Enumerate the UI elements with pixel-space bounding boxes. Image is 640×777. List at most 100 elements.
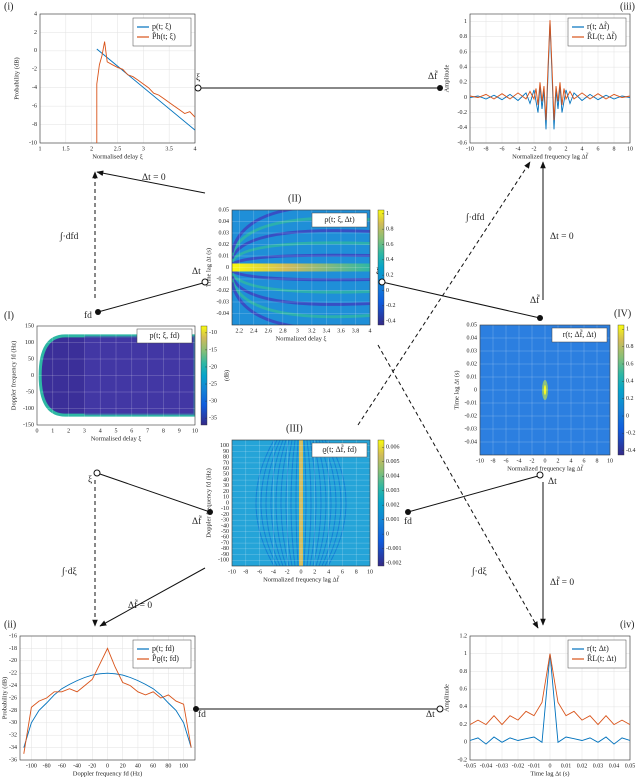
- x-tick-label: 0.01: [561, 763, 572, 769]
- node: [537, 315, 543, 321]
- axes-frame: [19, 635, 196, 761]
- x-tick-label: 1.5: [62, 146, 70, 152]
- y-tick-label: -50: [221, 529, 229, 535]
- colorbar-tick-label: -35: [209, 416, 217, 422]
- x-tick-label: 3.6: [337, 328, 345, 334]
- panel-label: (IV): [614, 308, 631, 319]
- node: [93, 469, 101, 477]
- y-tick-label: 1: [464, 19, 467, 25]
- x-tick-label: 4: [581, 146, 584, 152]
- edge-label: Δt = 0: [142, 173, 166, 183]
- panel-label: (iv): [620, 619, 634, 630]
- edge-label: Δt: [426, 710, 435, 720]
- arrow: [99, 567, 206, 627]
- x-tick-label: 100: [179, 763, 188, 769]
- heatmap-ridge: [255, 440, 275, 566]
- chart: 1 1.5 2 2.5 3 3.5 4 -10 -8 -6 -4 -2 0 2 4 Normalised de…: [13, 11, 196, 160]
- x-tick-label: -10: [466, 146, 474, 152]
- connector: [96, 472, 211, 513]
- edge-label: ∫·dfd: [465, 212, 485, 223]
- colorbar-tick-label: -15: [209, 347, 217, 353]
- lines: [96, 41, 195, 143]
- y-tick-label: -90: [221, 552, 229, 558]
- x-tick-label: 8: [596, 458, 599, 464]
- heatmap-ridge: [270, 440, 284, 566]
- x-tick-label: 0.05: [625, 763, 636, 769]
- y-tick-label: -18: [9, 646, 17, 652]
- arrow: [377, 344, 539, 629]
- x-tick-label: -8: [243, 569, 248, 575]
- y-tick-label: 0.01: [467, 374, 478, 380]
- y-tick-label: -4: [32, 85, 37, 91]
- legend-box: [132, 17, 192, 47]
- node: [405, 509, 411, 515]
- panel-labels: (i) (iii) (II) (I) (IV) (III) (ii) (iv): [4, 1, 635, 630]
- y-tick-label: 70: [223, 460, 229, 466]
- colorbar-tick-label: -30: [209, 398, 217, 404]
- x-tick-label: -4: [271, 569, 276, 575]
- colorbar-tick-label: 0: [626, 413, 629, 419]
- lines: [23, 647, 192, 754]
- edge-label: Δf̃ = 0: [550, 575, 574, 588]
- y-tick-label: -0.2: [458, 757, 468, 763]
- y-tick-label: 0: [34, 48, 37, 54]
- x-tick-label: 2: [313, 569, 316, 575]
- y-tick-label: 150: [25, 323, 34, 329]
- panel-label: (ii): [4, 619, 16, 630]
- x-tick-label: 0: [300, 569, 303, 575]
- colorbar-tick-label: 0.004: [386, 474, 400, 480]
- x-tick-label: -80: [43, 763, 51, 769]
- x-tick-label: -2: [532, 146, 537, 152]
- y-tick-label: 0.01: [219, 253, 230, 259]
- edge-label: Δf̃ = 0: [128, 598, 152, 611]
- connector: [97, 282, 204, 313]
- heatmap-ridge: [232, 272, 370, 294]
- y-tick-label: -70: [221, 540, 229, 546]
- x-tick-label: -6: [504, 458, 509, 464]
- x-tick-label: -4: [516, 146, 521, 152]
- node: [378, 278, 386, 286]
- heatmap-ridge: [303, 440, 307, 566]
- x-tick-label: 0: [36, 428, 39, 434]
- y-axis-label: Amplitude: [443, 684, 450, 712]
- x-tick-label: 4: [327, 569, 330, 575]
- x-tick-label: 4: [99, 428, 102, 434]
- heatmap-ridge: [232, 210, 296, 253]
- x-tick-label: 2.6: [265, 328, 273, 334]
- y-tick-label: 0.02: [219, 242, 230, 248]
- title-box: [551, 327, 608, 343]
- axes-frame: [469, 13, 631, 144]
- x-tick-label: 0: [549, 763, 552, 769]
- y-tick-label: 30: [223, 483, 229, 489]
- x-tick-label: 3.5: [165, 146, 173, 152]
- x-axis-label: Normalized frequency lag Δf̃: [263, 575, 340, 584]
- heatmap-ridge: [295, 440, 299, 566]
- colorbar-tick-label: 0.4: [626, 379, 634, 385]
- colorbar-tick-label: 1: [626, 327, 629, 333]
- chart: -10 -8 -6 -4 -2 0 2 4 6 8 10-100-90-80-70-60-50-40…: [205, 439, 402, 584]
- x-tick-label: 0: [544, 458, 547, 464]
- node: [95, 309, 101, 315]
- x-tick-label: -60: [58, 763, 66, 769]
- y-tick-label: 0: [464, 95, 467, 101]
- y-tick-label: 100: [220, 443, 229, 449]
- line-series: [23, 672, 192, 748]
- y-tick-label: 80: [223, 455, 229, 461]
- y-tick-label: -0.03: [465, 426, 478, 432]
- x-tick-label: 3.2: [308, 328, 316, 334]
- legend-box: [567, 639, 627, 669]
- x-axis-label: Normalised delay ξ: [91, 435, 142, 442]
- x-tick-label: 1: [39, 146, 42, 152]
- colorbar-tick-label: -0.2: [626, 431, 636, 437]
- x-tick-label: 0: [106, 763, 109, 769]
- colorbar: [377, 439, 385, 567]
- x-tick-label: 2.2: [236, 328, 244, 334]
- heatmap-ridge: [232, 229, 370, 260]
- x-tick-label: -10: [228, 569, 236, 575]
- node: [437, 85, 443, 91]
- x-axis-label: Normalized frequency lag Δf̃: [507, 464, 584, 473]
- y-tick-label: -16: [9, 633, 17, 639]
- edge-label: fd: [198, 709, 206, 720]
- y-tick-label: 0: [464, 740, 467, 746]
- y-tick-label: -8: [32, 122, 37, 128]
